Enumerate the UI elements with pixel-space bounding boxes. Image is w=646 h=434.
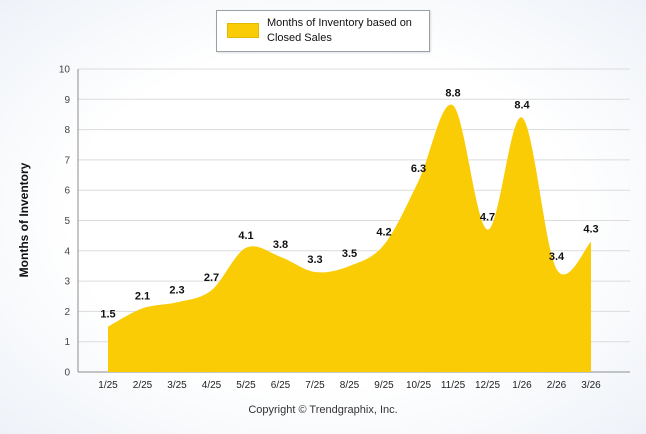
svg-text:2.3: 2.3 <box>169 284 184 296</box>
svg-text:5: 5 <box>64 216 70 227</box>
svg-text:0: 0 <box>64 368 70 379</box>
svg-text:3.4: 3.4 <box>549 251 565 263</box>
svg-text:2/25: 2/25 <box>133 380 153 391</box>
svg-text:8/25: 8/25 <box>340 380 360 391</box>
copyright-text: Copyright © Trendgraphix, Inc. <box>248 404 398 416</box>
svg-text:2.1: 2.1 <box>135 290 150 302</box>
svg-text:4: 4 <box>64 246 70 257</box>
svg-text:3.3: 3.3 <box>307 254 322 266</box>
svg-text:6/25: 6/25 <box>271 380 291 391</box>
svg-text:5/25: 5/25 <box>236 380 256 391</box>
svg-text:2: 2 <box>64 307 70 318</box>
svg-text:10/25: 10/25 <box>406 380 431 391</box>
svg-text:10: 10 <box>59 65 71 76</box>
svg-text:8: 8 <box>64 125 70 136</box>
svg-text:7: 7 <box>64 155 70 166</box>
legend-swatch-icon <box>227 23 259 39</box>
svg-text:1/25: 1/25 <box>98 380 118 391</box>
svg-text:8.8: 8.8 <box>445 87 460 99</box>
svg-text:4.2: 4.2 <box>376 227 391 239</box>
svg-text:7/25: 7/25 <box>305 380 325 391</box>
legend-label: Months of Inventory based on Closed Sale… <box>267 17 412 44</box>
svg-text:9/25: 9/25 <box>374 380 394 391</box>
svg-text:2.7: 2.7 <box>204 272 219 284</box>
svg-text:3.5: 3.5 <box>342 248 357 260</box>
svg-text:4.1: 4.1 <box>238 230 253 242</box>
svg-text:3: 3 <box>64 277 70 288</box>
svg-text:8.4: 8.4 <box>514 99 530 111</box>
svg-text:12/25: 12/25 <box>475 380 500 391</box>
svg-text:3/26: 3/26 <box>581 380 601 391</box>
legend: Months of Inventory based on Closed Sale… <box>216 10 430 52</box>
svg-text:3.8: 3.8 <box>273 239 288 251</box>
svg-text:6: 6 <box>64 186 70 197</box>
svg-text:1.5: 1.5 <box>100 309 115 321</box>
svg-text:4.3: 4.3 <box>583 224 598 236</box>
svg-text:2/26: 2/26 <box>547 380 567 391</box>
svg-text:9: 9 <box>64 95 70 106</box>
svg-text:1/26: 1/26 <box>512 380 532 391</box>
area-chart: 0 1 2 3 4 5 6 7 8 9 10 1/25 2/25 3/25 4/25 5/25 6/25 7/25… <box>59 65 630 391</box>
svg-text:11/25: 11/25 <box>441 380 466 391</box>
svg-text:3/25: 3/25 <box>167 380 187 391</box>
svg-text:1: 1 <box>64 337 70 348</box>
svg-text:4/25: 4/25 <box>202 380 222 391</box>
svg-text:4.7: 4.7 <box>480 212 495 224</box>
svg-text:6.3: 6.3 <box>411 163 426 175</box>
